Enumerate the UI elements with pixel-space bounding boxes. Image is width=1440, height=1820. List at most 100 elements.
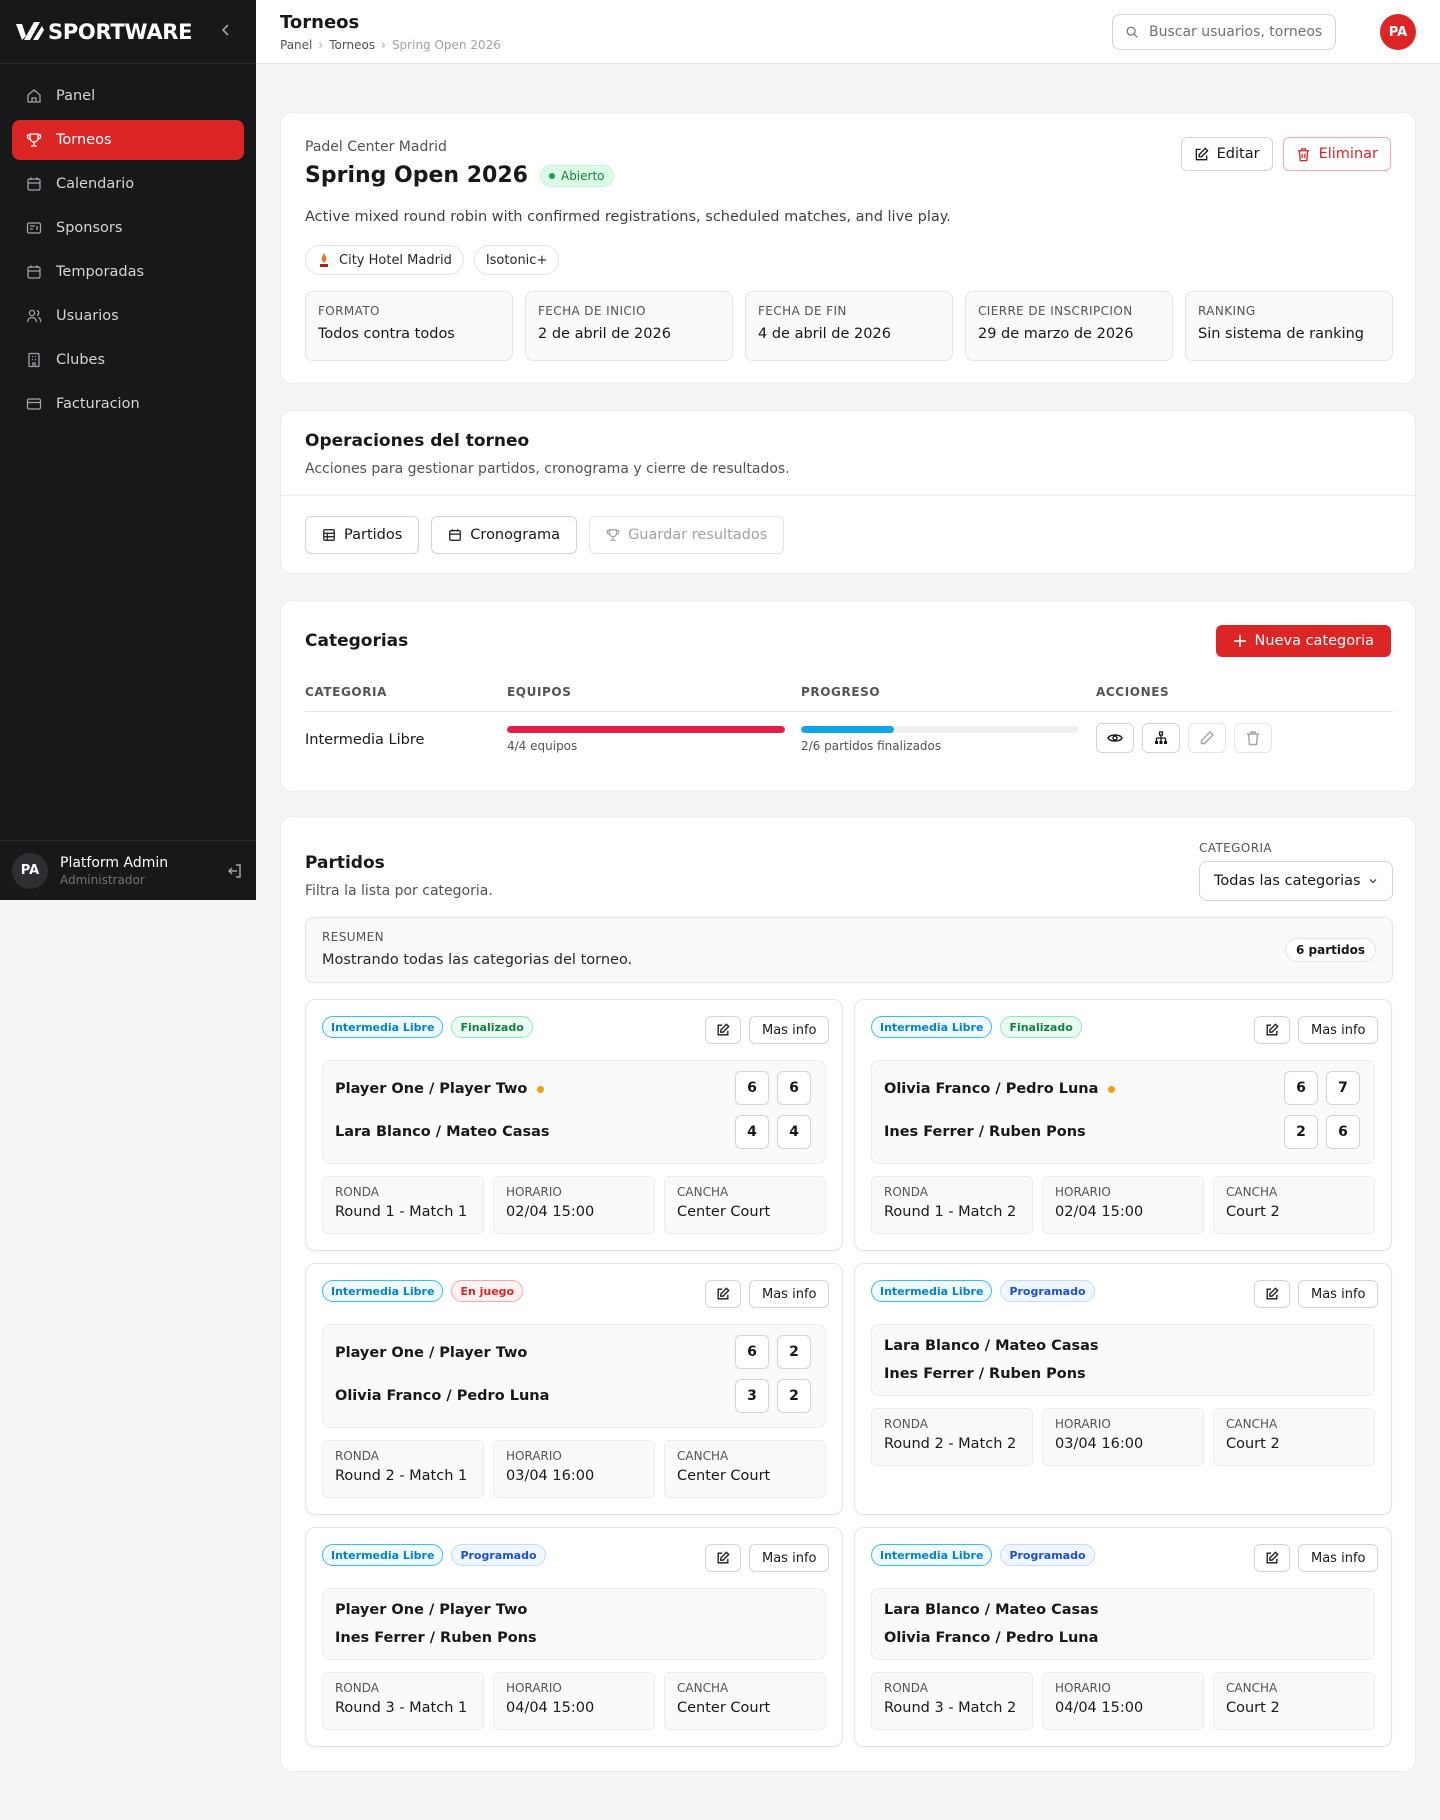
sidebar-item-calendario[interactable]: Calendario bbox=[12, 164, 244, 204]
sidebar-nav: Panel Torneos Calendario Sponsors Tempor… bbox=[0, 64, 256, 440]
column-header: ACCIONES bbox=[1096, 685, 1170, 699]
time-label: HORARIO bbox=[1055, 1417, 1111, 1431]
delete-label: Eliminar bbox=[1318, 146, 1378, 162]
match-card: Intermedia Libre Programado Mas info Pla… bbox=[305, 1527, 843, 1747]
teams-count: 4/4 equipos bbox=[507, 739, 578, 753]
court-label: CANCHA bbox=[677, 1449, 729, 1463]
edit-match-button[interactable] bbox=[705, 1280, 741, 1308]
match-card: Intermedia Libre En juego Mas info Playe… bbox=[305, 1263, 843, 1515]
edit-match-button[interactable] bbox=[705, 1016, 741, 1044]
trophy-icon bbox=[606, 529, 620, 541]
breadcrumb-link[interactable]: Torneos bbox=[329, 38, 376, 52]
court-info: CANCHA Court 2 bbox=[1213, 1176, 1375, 1234]
user-name: Platform Admin bbox=[60, 854, 169, 871]
categories-card: Categorias Nueva categoria CATEGORIA EQU… bbox=[280, 600, 1416, 792]
court-value: Court 2 bbox=[1226, 1436, 1280, 1452]
avatar[interactable]: PA bbox=[12, 852, 48, 889]
scoreboard: Lara Blanco / Mateo Casas Ines Ferrer / … bbox=[871, 1324, 1375, 1396]
user-avatar[interactable]: PA bbox=[1380, 14, 1416, 50]
delete-button[interactable]: Eliminar bbox=[1282, 137, 1391, 171]
bracket-button[interactable] bbox=[1142, 723, 1180, 753]
edit-match-button[interactable] bbox=[1254, 1280, 1290, 1308]
sidebar-item-panel[interactable]: Panel bbox=[12, 76, 244, 116]
view-category-button[interactable] bbox=[1096, 723, 1134, 753]
more-info-button[interactable]: Mas info bbox=[1298, 1280, 1379, 1308]
round-label: RONDA bbox=[884, 1681, 928, 1695]
edit-match-button[interactable] bbox=[1254, 1016, 1290, 1044]
court-label: CANCHA bbox=[677, 1681, 729, 1695]
team-two-name: Ines Ferrer / Ruben Pons bbox=[884, 1366, 1086, 1382]
round-value: Round 1 - Match 1 bbox=[335, 1204, 468, 1220]
round-info: RONDA Round 2 - Match 2 bbox=[871, 1408, 1033, 1466]
billing-icon bbox=[26, 398, 42, 410]
sidebar-item-usuarios[interactable]: Usuarios bbox=[12, 296, 244, 336]
more-info-button[interactable]: Mas info bbox=[749, 1016, 830, 1044]
categories-title: Categorias bbox=[305, 631, 409, 651]
sponsor-name: City Hotel Madrid bbox=[339, 252, 452, 268]
stat-value: Sin sistema de ranking bbox=[1198, 326, 1364, 342]
team-one-name: Player One / Player Two bbox=[335, 1081, 528, 1097]
sponsor-chip[interactable]: Isotonic+ bbox=[473, 245, 560, 275]
match-tags: Intermedia Libre Programado bbox=[871, 1544, 1095, 1566]
edit-match-button[interactable] bbox=[705, 1544, 741, 1572]
sidebar-item-sponsors[interactable]: Sponsors bbox=[12, 208, 244, 248]
breadcrumb-link[interactable]: Panel bbox=[280, 38, 313, 52]
summary-text: Mostrando todas las categorias del torne… bbox=[322, 952, 633, 968]
court-info: CANCHA Center Court bbox=[664, 1440, 826, 1498]
edit-icon bbox=[717, 1551, 730, 1564]
scoreboard: Lara Blanco / Mateo Casas Olivia Franco … bbox=[871, 1588, 1375, 1660]
logout-icon[interactable] bbox=[226, 862, 244, 880]
match-card: Intermedia Libre Programado Mas info Lar… bbox=[854, 1527, 1392, 1747]
round-label: RONDA bbox=[335, 1681, 379, 1695]
more-info-button[interactable]: Mas info bbox=[749, 1280, 830, 1308]
sponsor-chip[interactable]: City Hotel Madrid bbox=[305, 245, 464, 275]
edit-match-button[interactable] bbox=[1254, 1544, 1290, 1572]
team-one: Player One / Player Two bbox=[335, 1345, 527, 1361]
category-filter-value: Todas las categorias bbox=[1214, 873, 1361, 889]
sidebar-item-clubes[interactable]: Clubes bbox=[12, 340, 244, 380]
match-status-badge: Programado bbox=[1000, 1544, 1095, 1566]
time-value: 03/04 16:00 bbox=[1055, 1436, 1144, 1452]
collapse-sidebar-icon[interactable] bbox=[218, 22, 234, 38]
time-label: HORARIO bbox=[1055, 1681, 1111, 1695]
sidebar-item-torneos[interactable]: Torneos bbox=[12, 120, 244, 160]
new-category-button[interactable]: Nueva categoria bbox=[1215, 625, 1391, 657]
winner-dot-icon bbox=[537, 1085, 545, 1093]
category-name: Intermedia Libre bbox=[305, 732, 425, 748]
sidebar-item-label: Panel bbox=[56, 88, 96, 104]
matches-card: Partidos Filtra la lista por categoria. … bbox=[280, 816, 1416, 1772]
score-set: 2 bbox=[777, 1335, 811, 1369]
edit-button[interactable]: Editar bbox=[1180, 137, 1273, 171]
team-two-name: Lara Blanco / Mateo Casas bbox=[335, 1124, 550, 1140]
save-results-button[interactable]: Guardar resultados bbox=[589, 516, 785, 554]
court-value: Center Court bbox=[677, 1204, 771, 1220]
matches-button[interactable]: Partidos bbox=[305, 516, 420, 554]
edit-category-button[interactable] bbox=[1188, 723, 1226, 753]
category-filter-select[interactable]: Todas las categorias bbox=[1199, 861, 1393, 901]
round-value: Round 1 - Match 2 bbox=[884, 1204, 1017, 1220]
column-header: EQUIPOS bbox=[507, 685, 572, 699]
time-info: HORARIO 03/04 16:00 bbox=[1042, 1408, 1204, 1466]
sidebar-item-facturacion[interactable]: Facturacion bbox=[12, 384, 244, 424]
brand: SPORTWARE bbox=[0, 0, 256, 64]
court-label: CANCHA bbox=[677, 1185, 729, 1199]
more-info-button[interactable]: Mas info bbox=[749, 1544, 830, 1572]
more-info-button[interactable]: Mas info bbox=[1298, 1016, 1379, 1044]
sidebar-item-temporadas[interactable]: Temporadas bbox=[12, 252, 244, 292]
category-tag: Intermedia Libre bbox=[322, 1016, 444, 1038]
stat-ranking: RANKING Sin sistema de ranking bbox=[1185, 291, 1393, 361]
sponsor-icon bbox=[26, 222, 42, 234]
summary-box: RESUMEN Mostrando todas las categorias d… bbox=[305, 917, 1393, 983]
column-header: CATEGORIA bbox=[305, 685, 387, 699]
team-two: Olivia Franco / Pedro Luna bbox=[884, 1630, 1098, 1646]
schedule-button[interactable]: Cronograma bbox=[431, 516, 578, 554]
court-value: Center Court bbox=[677, 1468, 771, 1484]
search-input[interactable] bbox=[1149, 24, 1323, 40]
time-info: HORARIO 04/04 15:00 bbox=[493, 1672, 655, 1730]
summary-label: RESUMEN bbox=[322, 930, 385, 944]
round-label: RONDA bbox=[884, 1417, 928, 1431]
bracket-icon bbox=[1155, 731, 1167, 744]
status-badge: Abierto bbox=[539, 164, 614, 187]
delete-category-button[interactable] bbox=[1234, 723, 1272, 753]
more-info-button[interactable]: Mas info bbox=[1298, 1544, 1379, 1572]
